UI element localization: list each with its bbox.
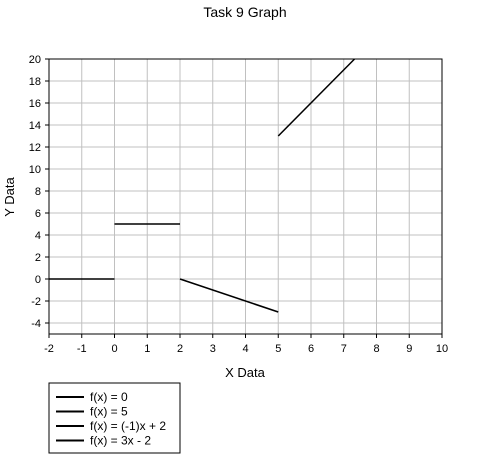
y-tick-label: -2: [31, 296, 41, 308]
x-axis-label: X Data: [225, 365, 266, 380]
legend-label-3: f(x) = (-1)x + 2: [90, 419, 166, 433]
x-tick-label: 5: [275, 343, 281, 355]
legend-items: f(x) = 0f(x) = 5f(x) = (-1)x + 2f(x) = 3…: [56, 390, 166, 448]
x-tick-label: 0: [111, 343, 117, 355]
series-line-3: [179, 278, 279, 313]
y-tick-label: 4: [35, 230, 41, 242]
y-tick-label: 10: [29, 164, 41, 176]
y-tick-label: 20: [29, 54, 41, 66]
y-tick-label: 12: [29, 142, 41, 154]
series-line-4: [277, 58, 356, 137]
x-tick-label: 8: [373, 343, 379, 355]
legend: f(x) = 0f(x) = 5f(x) = (-1)x + 2f(x) = 3…: [48, 382, 181, 454]
series-lines: [49, 58, 356, 313]
grid: [49, 59, 442, 334]
x-tick-label: 10: [436, 343, 448, 355]
y-tick-label: 6: [35, 208, 41, 220]
legend-label-1: f(x) = 0: [90, 390, 128, 404]
legend-label-4: f(x) = 3x - 2: [90, 434, 151, 448]
legend-label-2: f(x) = 5: [90, 405, 128, 419]
y-tick-label: 16: [29, 98, 41, 110]
y-tick-label: 0: [35, 274, 41, 286]
x-tick-label: 4: [242, 343, 248, 355]
x-tick-label: 6: [308, 343, 314, 355]
y-axis-label: Y Data: [2, 176, 17, 216]
x-tick-label: 9: [406, 343, 412, 355]
x-tick-label: 1: [144, 343, 150, 355]
x-tick-label: -2: [44, 343, 54, 355]
y-tick-label: -4: [31, 318, 41, 330]
y-tick-label: 18: [29, 76, 41, 88]
y-tick-label: 14: [29, 120, 41, 132]
x-tick-label: 2: [177, 343, 183, 355]
chart-title: Task 9 Graph: [203, 4, 286, 20]
y-tick-label: 8: [35, 186, 41, 198]
y-tick-label: 2: [35, 252, 41, 264]
x-tick-label: -1: [77, 343, 87, 355]
x-tick-label: 7: [341, 343, 347, 355]
x-tick-label: 3: [210, 343, 216, 355]
